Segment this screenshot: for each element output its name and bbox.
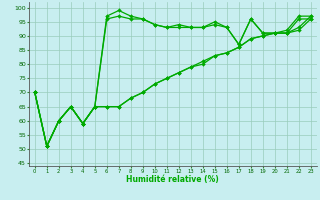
X-axis label: Humidité relative (%): Humidité relative (%) [126,175,219,184]
